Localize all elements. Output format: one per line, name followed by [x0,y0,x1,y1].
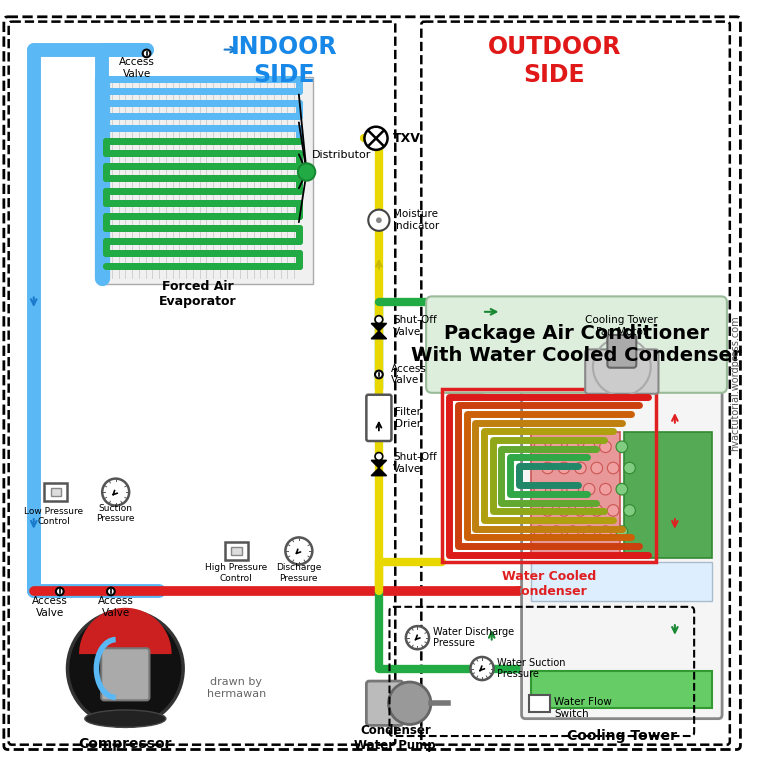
Circle shape [616,441,628,452]
Circle shape [558,505,570,516]
Circle shape [376,217,382,223]
FancyBboxPatch shape [366,395,392,441]
Text: Shut-Off
Valve: Shut-Off Valve [393,452,437,474]
Bar [99,77,313,284]
Circle shape [616,483,628,495]
FancyBboxPatch shape [4,17,741,750]
Text: High Pressure
Control: High Pressure Control [205,564,267,583]
Text: Compressor: Compressor [79,737,172,751]
FancyBboxPatch shape [531,432,620,558]
Circle shape [142,50,150,58]
FancyBboxPatch shape [366,681,403,726]
Text: Cooling Tower: Cooling Tower [567,729,676,743]
Circle shape [616,526,628,538]
Circle shape [368,210,389,231]
Bar [231,547,241,555]
Circle shape [600,483,611,495]
Circle shape [542,462,553,474]
Text: Suction
Pressure: Suction Pressure [97,504,135,523]
Text: Water Flow
Switch: Water Flow Switch [554,697,612,719]
Circle shape [591,505,602,516]
Wedge shape [79,607,172,654]
Circle shape [107,588,115,595]
Circle shape [67,611,183,727]
Text: Cooling Tower
Fan Motor: Cooling Tower Fan Motor [585,316,658,337]
Text: Water Discharge
Pressure: Water Discharge Pressure [433,627,514,648]
Text: hvactutorial.wordpress.com: hvactutorial.wordpress.com [730,316,740,451]
Circle shape [567,483,578,495]
FancyBboxPatch shape [224,541,248,560]
Text: Water Suction
Pressure: Water Suction Pressure [496,657,565,680]
Polygon shape [372,460,386,468]
FancyBboxPatch shape [624,432,712,558]
FancyBboxPatch shape [529,694,550,712]
Text: Distributor: Distributor [311,150,371,160]
Circle shape [584,483,595,495]
Circle shape [574,505,586,516]
Circle shape [550,526,562,538]
Text: Access
Valve: Access Valve [119,57,155,78]
Text: drawn by
hermawan: drawn by hermawan [207,677,265,699]
Circle shape [567,526,578,538]
Bar [531,671,712,708]
Circle shape [534,441,546,452]
Circle shape [584,441,595,452]
Circle shape [600,526,611,538]
FancyBboxPatch shape [585,349,659,394]
Polygon shape [372,331,386,339]
Circle shape [558,462,570,474]
Text: Package Air Conditioner
With Water Cooled Condenser: Package Air Conditioner With Water Coole… [411,324,741,365]
FancyBboxPatch shape [522,390,722,719]
Circle shape [600,441,611,452]
Circle shape [389,682,431,724]
Circle shape [550,483,562,495]
Circle shape [584,526,595,538]
Circle shape [567,441,578,452]
Circle shape [365,127,388,150]
Circle shape [534,483,546,495]
Circle shape [298,164,315,180]
FancyBboxPatch shape [426,296,727,392]
Circle shape [375,316,383,323]
Polygon shape [372,468,386,475]
Text: Shut-Off
Valve: Shut-Off Valve [393,316,437,337]
Circle shape [624,505,635,516]
Text: Access
Valve: Access Valve [98,596,134,617]
Circle shape [608,462,619,474]
Text: Condenser
Water Pump: Condenser Water Pump [354,724,436,752]
Circle shape [534,526,546,538]
Text: OUTDOOR
SIDE: OUTDOOR SIDE [488,35,621,87]
Circle shape [550,441,562,452]
Circle shape [608,505,619,516]
Text: Water Cooled
Condenser: Water Cooled Condenser [502,570,597,598]
Text: Access
Valve: Access Valve [390,364,426,386]
FancyBboxPatch shape [101,648,149,700]
Circle shape [375,452,383,460]
Bar [50,488,61,496]
Text: Discharge
Pressure: Discharge Pressure [276,564,321,583]
Circle shape [375,371,383,379]
Ellipse shape [85,710,166,727]
Text: Moisture
Indicator: Moisture Indicator [393,210,440,231]
Circle shape [102,478,129,505]
Circle shape [286,538,313,564]
FancyBboxPatch shape [44,483,67,502]
FancyBboxPatch shape [608,335,636,368]
Circle shape [542,505,553,516]
Text: Access
Valve: Access Valve [33,596,68,617]
Circle shape [591,462,602,474]
Circle shape [56,588,63,595]
Text: Filter
Drier: Filter Drier [396,407,421,429]
Circle shape [624,462,635,474]
Bar [531,562,712,601]
Text: TXV: TXV [393,132,421,145]
Polygon shape [372,323,386,331]
Circle shape [406,626,429,649]
Circle shape [574,462,586,474]
Circle shape [471,657,494,680]
Bar [441,389,656,562]
Text: Forced Air
Evaporator: Forced Air Evaporator [159,280,236,309]
Text: INDOOR
SIDE: INDOOR SIDE [231,35,337,87]
Text: Low Pressure
Control: Low Pressure Control [25,507,84,526]
